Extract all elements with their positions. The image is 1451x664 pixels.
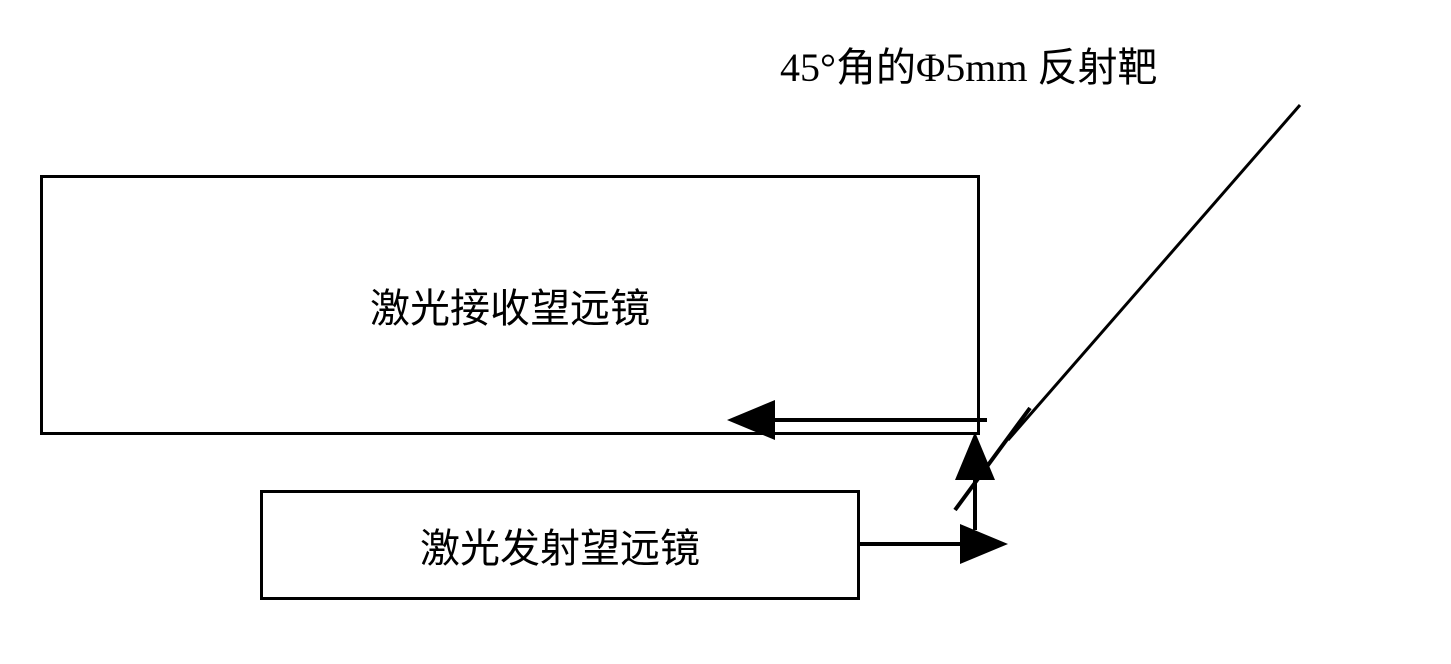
- transmitter-label: 激光发射望远镜: [420, 516, 700, 574]
- laser-receiver-telescope-box: 激光接收望远镜: [40, 175, 980, 435]
- laser-transmitter-telescope-box: 激光发射望远镜: [260, 490, 860, 600]
- leader-line: [1008, 105, 1300, 440]
- mirror-target-label: 45°角的Φ5mm 反射靶: [780, 35, 1157, 93]
- receiver-label: 激光接收望远镜: [370, 276, 650, 334]
- label-text: 45°角的Φ5mm 反射靶: [780, 45, 1157, 90]
- optical-diagram: 45°角的Φ5mm 反射靶 激光接收望远镜 激光发射望远镜: [0, 0, 1451, 664]
